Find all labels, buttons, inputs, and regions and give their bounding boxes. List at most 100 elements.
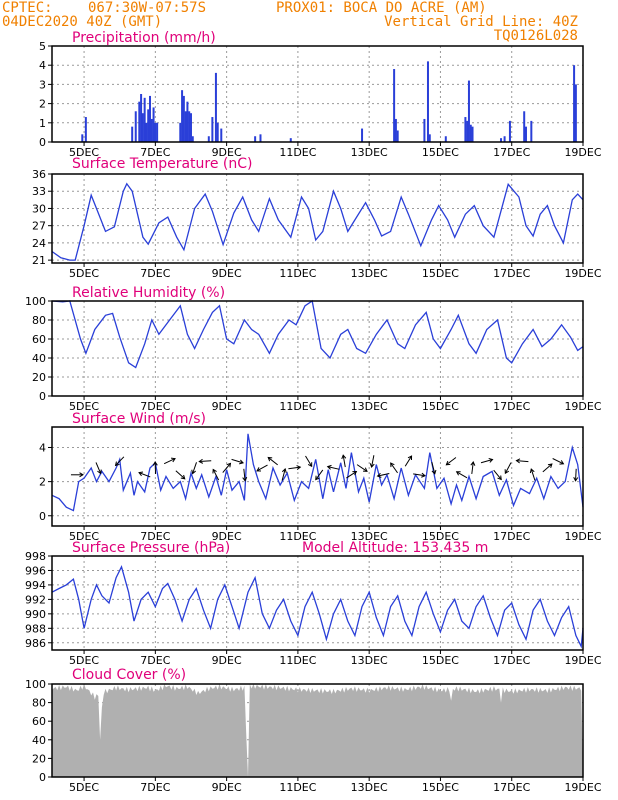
x-tick-label: 9DEC xyxy=(212,146,242,159)
precip-bar xyxy=(189,113,192,142)
wind-arrow xyxy=(471,461,474,474)
x-tick-label: 5DEC xyxy=(69,654,99,667)
y-tick-label: 994 xyxy=(25,579,46,592)
wind-arrow-head xyxy=(180,474,186,480)
precip-bar xyxy=(469,124,472,142)
wind-arrow xyxy=(404,455,412,467)
wind-arrow xyxy=(115,456,125,466)
header-location: PROX01: BOCA DO ACRE (AM) xyxy=(276,0,487,16)
wind-arrow xyxy=(327,466,340,470)
precip-bar xyxy=(186,101,189,142)
panel-annotation: Model Altitude: 153.435 m xyxy=(302,540,488,556)
wind-arrow-head xyxy=(431,469,437,475)
wind-arrow-head xyxy=(455,471,461,476)
wind-arrow xyxy=(456,471,468,479)
y-tick-label: 80 xyxy=(32,314,46,327)
x-tick-label: 11DEC xyxy=(279,654,316,667)
x-tick-label: 9DEC xyxy=(212,781,242,794)
x-tick-label: 15DEC xyxy=(422,654,459,667)
x-tick-label: 13DEC xyxy=(351,400,388,413)
wind-arrow-head xyxy=(152,460,158,466)
precip-bar xyxy=(259,134,262,142)
wind-arrow-head xyxy=(369,463,375,468)
precip-bar xyxy=(207,136,210,142)
y-tick-label: 1 xyxy=(39,117,46,130)
x-tick-label: 13DEC xyxy=(351,267,388,280)
precip-bar xyxy=(254,136,257,142)
x-tick-label: 15DEC xyxy=(422,400,459,413)
precip-bar xyxy=(152,107,155,142)
x-tick-label: 5DEC xyxy=(69,146,99,159)
wind-arrow-head xyxy=(488,457,494,463)
panel-2: 0 20 40 60 80 100 5DEC 7DEC 9DEC 11DEC 13DEC 15DEC 1… xyxy=(25,285,602,413)
precip-bar xyxy=(396,130,399,142)
header-coords: 067:30W-07:57S xyxy=(88,0,206,16)
y-tick-label: 986 xyxy=(25,637,46,650)
precip-bar xyxy=(289,138,292,142)
panel-frame xyxy=(51,555,584,651)
x-tick-label: 17DEC xyxy=(493,400,530,413)
y-tick-label: 990 xyxy=(25,608,46,621)
wind-arrow-head xyxy=(341,454,347,460)
x-tick-label: 7DEC xyxy=(140,267,170,280)
header-source: CPTEC: xyxy=(2,0,53,16)
precip-bar xyxy=(145,122,148,142)
wind-arrow-head xyxy=(504,469,510,475)
y-tick-label: 0 xyxy=(39,510,46,523)
precip-bar xyxy=(84,117,87,142)
x-tick-label: 11DEC xyxy=(279,400,316,413)
precip-bar xyxy=(149,95,152,142)
precip-bar xyxy=(394,118,397,142)
x-tick-label: 17DEC xyxy=(493,654,530,667)
wind-arrow xyxy=(575,468,577,481)
wind-arrow xyxy=(377,473,390,477)
x-tick-label: 13DEC xyxy=(351,530,388,543)
wind-arrow-head xyxy=(497,475,502,481)
x-tick-label: 11DEC xyxy=(279,781,316,794)
precip-bar xyxy=(444,136,447,142)
precip-bar xyxy=(530,120,533,142)
precip-bar xyxy=(131,126,134,142)
precip-bar xyxy=(428,134,431,142)
series-line xyxy=(51,564,584,649)
cloud-area xyxy=(52,684,583,777)
x-tick-label: 19DEC xyxy=(564,530,601,543)
precip-bar xyxy=(503,136,506,142)
y-tick-label: 40 xyxy=(32,352,46,365)
header-model: TQ0126L028 xyxy=(494,28,578,44)
x-tick-label: 13DEC xyxy=(351,781,388,794)
wind-arrow-head xyxy=(138,471,144,477)
wind-arrow xyxy=(552,458,564,465)
wind-arrow-head xyxy=(315,475,320,481)
wind-arrow-head xyxy=(114,461,120,467)
y-tick-label: 100 xyxy=(25,295,46,308)
precip-bar xyxy=(156,122,159,142)
wind-arrow-head xyxy=(307,462,313,468)
precip-bar xyxy=(141,113,144,142)
y-tick-label: 100 xyxy=(25,678,46,691)
y-tick-label: 996 xyxy=(25,564,46,577)
precip-bar xyxy=(500,138,503,142)
y-tick-label: 36 xyxy=(32,168,46,181)
precip-bar xyxy=(361,128,364,142)
y-tick-label: 0 xyxy=(39,390,46,403)
wind-arrow-head xyxy=(352,470,358,476)
panel-frame xyxy=(51,173,584,264)
wind-arrow-head xyxy=(242,476,248,482)
precip-bar xyxy=(138,101,141,142)
x-tick-label: 19DEC xyxy=(564,146,601,159)
wind-arrow xyxy=(493,469,502,480)
precip-bar xyxy=(471,126,474,142)
wind-arrow xyxy=(346,471,357,479)
x-tick-label: 11DEC xyxy=(279,146,316,159)
precip-bar xyxy=(426,61,429,142)
precip-bar xyxy=(147,109,150,142)
precip-bar xyxy=(211,117,214,142)
wind-arrow xyxy=(342,455,346,468)
panel-5: 0 20 40 60 80 100 5DEC 7DEC 9DEC 11DEC 13DEC 15DEC 1… xyxy=(25,667,602,794)
series-line xyxy=(51,433,584,512)
wind-arrow-head xyxy=(191,469,196,475)
precip-bar xyxy=(393,69,396,142)
wind-arrow xyxy=(305,455,313,467)
precip-bar xyxy=(523,111,526,142)
